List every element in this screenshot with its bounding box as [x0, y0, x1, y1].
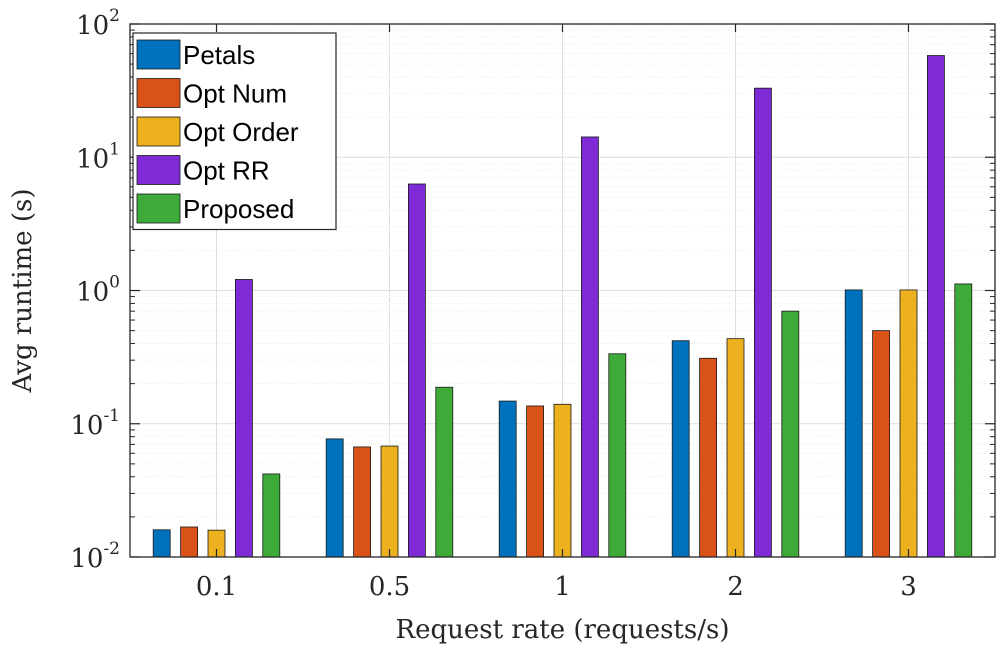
bar-petals	[152, 529, 171, 558]
bar-proposed	[262, 473, 281, 558]
x-axis-label: Request rate (requests/s)	[396, 615, 730, 645]
bar-opt-rr	[234, 279, 253, 558]
x-tick-label: 0.5	[369, 572, 410, 602]
bar-petals	[671, 340, 690, 558]
bar-proposed	[435, 386, 454, 558]
bar-opt-order	[380, 445, 399, 558]
bar-proposed	[781, 310, 800, 558]
y-tick-exponent: -2	[103, 539, 120, 559]
bar-petals	[844, 289, 863, 558]
y-axis-label: Avg runtime (s)	[8, 189, 38, 394]
y-tick-exponent: -1	[103, 406, 120, 426]
legend-label: Opt Order	[183, 117, 299, 147]
y-tick-exponent: 1	[109, 139, 120, 159]
y-tick-label: 100	[76, 273, 120, 308]
bar-opt-num	[180, 526, 199, 558]
legend-swatch	[136, 193, 181, 224]
y-tick-label: 10-2	[70, 539, 120, 574]
x-tick-label: 3	[900, 572, 917, 602]
bar-proposed	[608, 353, 627, 558]
bar-opt-rr	[407, 183, 426, 558]
bar-opt-rr	[927, 55, 945, 558]
y-tick-base: 10	[70, 544, 103, 574]
y-tick-label: 102	[76, 6, 120, 41]
bar-opt-order	[726, 338, 745, 558]
bar-opt-order	[553, 403, 572, 558]
legend-label: Opt Num	[183, 79, 287, 109]
bar-opt-order	[899, 289, 918, 558]
bars	[152, 55, 973, 558]
bar-proposed	[954, 283, 973, 558]
legend-label: Proposed	[183, 194, 294, 224]
x-tick-label: 0.1	[196, 572, 237, 602]
x-tick-label: 1	[554, 572, 571, 602]
legend: Petals Opt Num Opt Order Opt RR Proposed	[132, 32, 337, 231]
y-tick-exponent: 0	[109, 273, 120, 293]
legend-swatch	[136, 39, 181, 70]
bar-opt-rr	[581, 136, 599, 558]
legend-swatch	[136, 78, 181, 108]
y-tick-label: 101	[76, 139, 120, 174]
y-tick-base: 10	[76, 144, 109, 174]
y-tick-exponent: 2	[109, 6, 120, 26]
bar-opt-num	[526, 405, 544, 558]
bar-petals	[325, 438, 344, 558]
legend-swatch	[136, 116, 181, 147]
legend-label: Petals	[183, 40, 255, 70]
bar-opt-rr	[754, 87, 772, 558]
bar-petals	[498, 400, 517, 558]
y-tick-base: 10	[76, 278, 109, 308]
bar-opt-num	[872, 330, 890, 558]
y-tick-base: 10	[76, 11, 109, 41]
legend-label: Opt RR	[183, 156, 270, 186]
bar-opt-num	[353, 446, 372, 558]
y-tick-label: 10-1	[70, 406, 120, 441]
y-tick-base: 10	[70, 411, 103, 441]
x-tick-label: 2	[727, 572, 744, 602]
legend-swatch	[136, 155, 181, 185]
bar-opt-num	[699, 357, 717, 558]
